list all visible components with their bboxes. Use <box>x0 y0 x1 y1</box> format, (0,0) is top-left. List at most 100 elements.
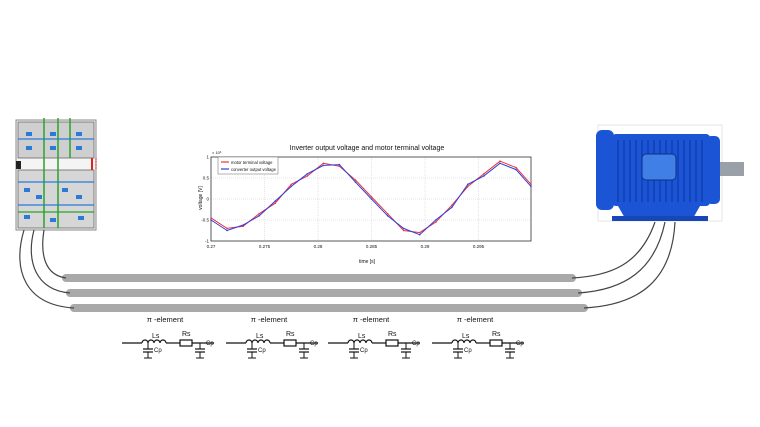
series-1-point <box>258 215 260 217</box>
series-0-point <box>467 185 469 188</box>
series-0-point <box>386 212 389 215</box>
series-1-point <box>451 206 453 209</box>
pi-element-2: π -element Ls Rs Cp Cp <box>226 315 318 359</box>
series-0-point <box>499 160 501 162</box>
inductor-ls <box>141 339 167 344</box>
chart-title: Inverter output voltage and motor termin… <box>290 145 445 152</box>
legend-converter-output-voltage: converter output voltage <box>231 167 277 172</box>
capacitor-label: Cp <box>464 348 472 354</box>
series-0-point <box>258 212 260 215</box>
resistor-label: Rs <box>492 331 501 338</box>
series-1-point <box>226 229 228 232</box>
inductor-ls <box>451 339 477 344</box>
voltage-chart: Inverter output voltage and motor termin… <box>197 145 537 268</box>
resistor-rs <box>489 339 503 347</box>
series-1-point <box>418 233 421 236</box>
x-tick-label: 0.285 <box>366 244 378 249</box>
resistor-label: Rs <box>388 331 397 338</box>
series-1-point <box>210 219 212 221</box>
series-1-point <box>322 164 325 167</box>
series-1-point <box>386 215 389 217</box>
inductor-label: Ls <box>358 333 366 340</box>
x-tick-label: 0.27 <box>207 244 216 249</box>
series-1-point <box>515 168 517 171</box>
chart-ticks: 0.27 0.275 0.28 0.285 0.29 0.295 1 0.5 0 -0.5 -1 <box>201 155 484 250</box>
series-0-point <box>402 229 405 232</box>
series-0-point <box>370 196 373 198</box>
capacitor-label: Cp <box>258 348 266 354</box>
resistor-label: Rs <box>182 331 191 338</box>
chart-series <box>210 160 532 236</box>
y-tick-label: 0 <box>206 197 209 202</box>
series-0-point <box>530 183 532 186</box>
y-tick-label: -0.5 <box>201 218 209 223</box>
series-1-point <box>434 219 437 221</box>
x-tick-label: 0.295 <box>473 244 485 249</box>
pi-element-label: π -element <box>147 315 184 324</box>
x-axis-label: time [s] <box>359 259 376 265</box>
legend-motor-terminal-voltage: motor terminal voltage <box>231 160 273 165</box>
series-0-point <box>290 183 293 186</box>
series-1-point <box>338 163 341 166</box>
series-1-point <box>530 185 532 188</box>
series-0-point <box>242 225 244 228</box>
pi-element-label: π -element <box>251 315 288 324</box>
series-1-point <box>306 173 309 175</box>
series-1-point <box>274 200 277 202</box>
chart-legend: motor terminal voltage converter output … <box>217 156 279 175</box>
pi-element-1: π -element Ls Rs Cp Cp <box>122 315 214 359</box>
resistor-label: Rs <box>286 331 295 338</box>
series-0-point <box>451 204 453 207</box>
series-0-point <box>434 221 437 223</box>
series-0-point <box>483 173 485 175</box>
pi-element-4: π -element Ls Rs Cp Cp <box>432 315 524 359</box>
y-scale-label: × 10³ <box>212 150 222 155</box>
pi-element-3: π -element Ls Rs Cp Cp <box>328 315 420 359</box>
series-0-point <box>274 202 277 204</box>
x-tick-label: 0.29 <box>421 244 430 249</box>
x-tick-label: 0.275 <box>259 244 271 249</box>
series-0-point <box>515 166 517 169</box>
series-1-point <box>242 224 244 226</box>
series-1-point <box>354 181 357 183</box>
capacitor-label: Cp <box>154 348 162 354</box>
inductor-ls <box>245 339 271 344</box>
y-tick-label: -1 <box>205 239 209 244</box>
inductor-label: Ls <box>256 333 264 340</box>
cable-bundle <box>62 274 588 312</box>
series-0-point <box>418 231 421 234</box>
y-tick-label: 1 <box>206 155 209 160</box>
series-0-point <box>322 162 325 165</box>
capacitor-label: Cp <box>206 341 214 347</box>
pi-element-label: π -element <box>353 315 390 324</box>
series-1-point <box>290 185 293 188</box>
capacitor-label: Cp <box>412 341 420 347</box>
pi-element-label: π -element <box>457 315 494 324</box>
series-1-point <box>483 175 485 177</box>
inductor-label: Ls <box>152 333 160 340</box>
series-0-point <box>226 227 228 230</box>
y-axis-label: voltage [V] <box>198 186 204 210</box>
series-0-point <box>306 175 309 177</box>
capacitor-label: Cp <box>360 348 368 354</box>
resistor-rs <box>179 339 193 347</box>
series-1-point <box>467 183 469 186</box>
inverter-drive <box>15 118 97 231</box>
resistor-rs <box>283 339 297 347</box>
capacitor-label: Cp <box>310 341 318 347</box>
y-tick-label: 0.5 <box>203 176 210 181</box>
inductor-ls <box>347 339 373 344</box>
series-0-point <box>354 179 357 181</box>
series-0-point <box>210 217 212 219</box>
series-1-point <box>499 162 501 165</box>
inductor-label: Ls <box>462 333 470 340</box>
connection-wires <box>19 221 676 309</box>
capacitor-label: Cp <box>516 341 524 347</box>
plot-area <box>210 156 532 242</box>
resistor-rs <box>385 339 399 347</box>
series-1-point <box>370 198 373 200</box>
x-tick-label: 0.28 <box>314 244 323 249</box>
series-0-point <box>338 165 341 168</box>
